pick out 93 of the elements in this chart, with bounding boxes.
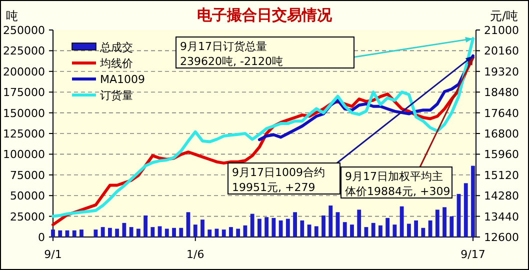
bar: [406, 224, 411, 237]
bar: [307, 224, 312, 237]
bar: [80, 230, 84, 237]
y2-tick-label: 18480: [484, 86, 519, 100]
y2-axis-title: 元/吨: [490, 9, 518, 23]
y-tick-label: 25000: [10, 210, 45, 224]
bar: [108, 228, 112, 237]
bar: [386, 218, 390, 237]
annotation: 9月17日订货总量 239620吨, -2120吨: [180, 40, 283, 68]
annotation: 9月17日订货总量 239620吨, -2120吨: [176, 36, 473, 69]
y-tick-label: 50000: [10, 190, 45, 203]
y2-tick-label: 19320: [484, 65, 519, 78]
y2-tick-label: 14280: [484, 190, 519, 203]
chart-title: 电子撮合日交易情况: [197, 6, 333, 24]
bar: [314, 226, 318, 237]
y-axis-title: 吨: [6, 9, 18, 23]
bar: [172, 228, 176, 237]
bar: [400, 206, 404, 237]
x-tick-label: 9/1: [44, 248, 62, 261]
bar: [264, 217, 269, 237]
y2-tick-label: 15120: [484, 168, 519, 182]
legend-label: 均线价: [99, 57, 133, 70]
y-tick-label: 250000: [3, 24, 45, 37]
bar: [164, 228, 169, 237]
bar: [392, 224, 397, 237]
y-tick-label: 225000: [3, 44, 45, 58]
bar: [58, 230, 62, 237]
bar: [350, 224, 354, 237]
bar: [250, 214, 254, 237]
y2-tick-label: 21000: [484, 24, 519, 37]
bar: [421, 228, 426, 237]
bar: [371, 222, 376, 237]
y-tick-label: 175000: [3, 86, 45, 100]
y-tick-label: 150000: [3, 106, 45, 120]
bar: [208, 230, 212, 237]
x-tick-label: 9/17: [460, 248, 486, 261]
bar: [364, 227, 368, 237]
bar: [293, 212, 297, 237]
y-tick-label: 75000: [10, 168, 45, 182]
bar: [51, 230, 55, 237]
y2-tick-label: 15960: [484, 148, 519, 162]
y2-tick-label: 16800: [484, 128, 519, 140]
annotation: 9月17日加权平均主体价19884元, +309: [345, 170, 450, 198]
legend-label: 订货量: [100, 89, 133, 102]
y-tick-label: 125000: [3, 128, 45, 140]
bar: [100, 227, 105, 237]
bar: [257, 218, 262, 237]
annotation: 9月17日加权平均主体价19884元, +309: [340, 58, 473, 198]
y2-tick-label: 12600: [484, 231, 519, 244]
bar: [200, 220, 204, 237]
bar: [278, 220, 283, 237]
bar: [272, 218, 276, 237]
bar: [464, 183, 468, 237]
bar: [158, 226, 162, 237]
bar: [322, 215, 326, 237]
bar: [286, 218, 290, 237]
bar: [328, 206, 333, 237]
bar: [243, 225, 248, 237]
bar: [122, 222, 126, 237]
legend-label: 总成交: [99, 41, 133, 54]
bar: [414, 220, 418, 237]
bar: [342, 222, 347, 237]
y2-tick-label: 17640: [484, 106, 519, 120]
bar: [236, 228, 240, 237]
bar: [179, 228, 184, 237]
bar: [129, 227, 134, 237]
y-tick-label: 0: [38, 231, 45, 244]
bar: [357, 210, 362, 237]
legend-label: MA1009: [100, 73, 146, 86]
bar: [186, 212, 190, 237]
bar: [115, 228, 120, 237]
bar: [150, 227, 155, 237]
bar: [378, 225, 382, 237]
bar: [442, 207, 446, 237]
y-tick-label: 200000: [3, 65, 45, 78]
bar: [471, 166, 475, 237]
bar: [214, 228, 219, 237]
bar: [94, 230, 98, 237]
bar: [229, 227, 233, 237]
bar: [72, 230, 76, 237]
bar: [450, 216, 454, 237]
bar: [435, 210, 440, 237]
y2-tick-label: 13440: [484, 210, 519, 224]
bar: [193, 224, 198, 237]
bar: [136, 228, 140, 237]
bar: [300, 220, 304, 237]
bar: [144, 215, 148, 237]
y2-tick-label: 20160: [484, 44, 519, 58]
bar: [336, 212, 340, 237]
x-tick-label: 1/6: [186, 248, 204, 261]
y-tick-label: 100000: [3, 148, 45, 162]
annotation: 9月17日1009合约 19951元, +279: [232, 166, 325, 194]
bar: [222, 230, 226, 237]
